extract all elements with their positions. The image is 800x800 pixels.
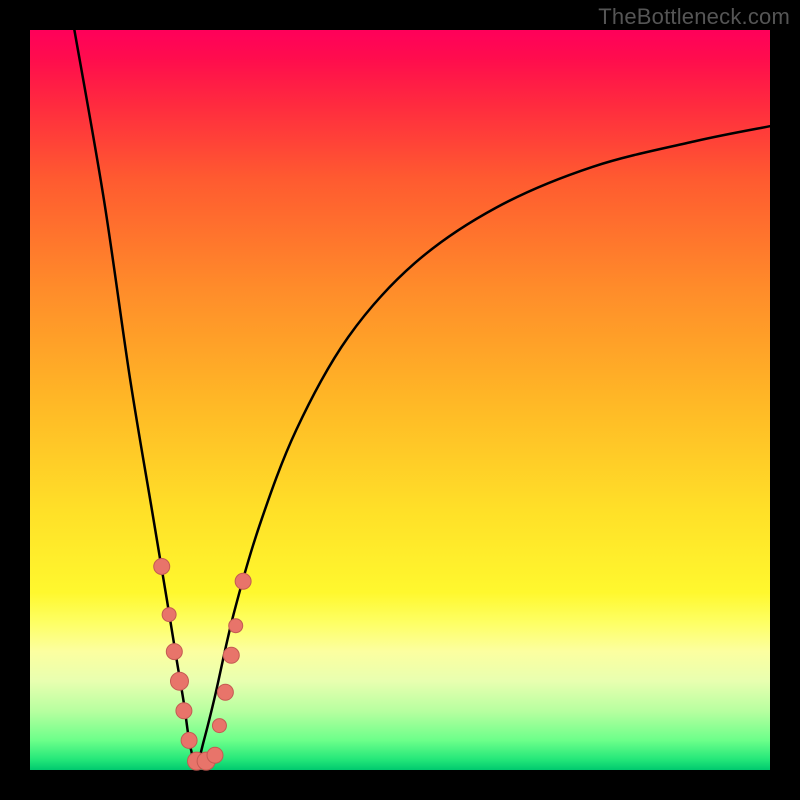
- data-dot: [217, 684, 233, 700]
- data-dot: [207, 747, 223, 763]
- data-dot: [235, 573, 251, 589]
- data-dot: [181, 732, 197, 748]
- data-dot: [154, 559, 170, 575]
- plot-background: [30, 30, 770, 770]
- data-dot: [223, 647, 239, 663]
- data-dot: [166, 644, 182, 660]
- bottleneck-chart: [0, 0, 800, 800]
- data-dot: [162, 608, 176, 622]
- data-dot: [176, 703, 192, 719]
- data-dot: [212, 719, 226, 733]
- chart-frame: TheBottleneck.com: [0, 0, 800, 800]
- watermark-text: TheBottleneck.com: [598, 4, 790, 30]
- data-dot: [229, 619, 243, 633]
- data-dot: [170, 672, 188, 690]
